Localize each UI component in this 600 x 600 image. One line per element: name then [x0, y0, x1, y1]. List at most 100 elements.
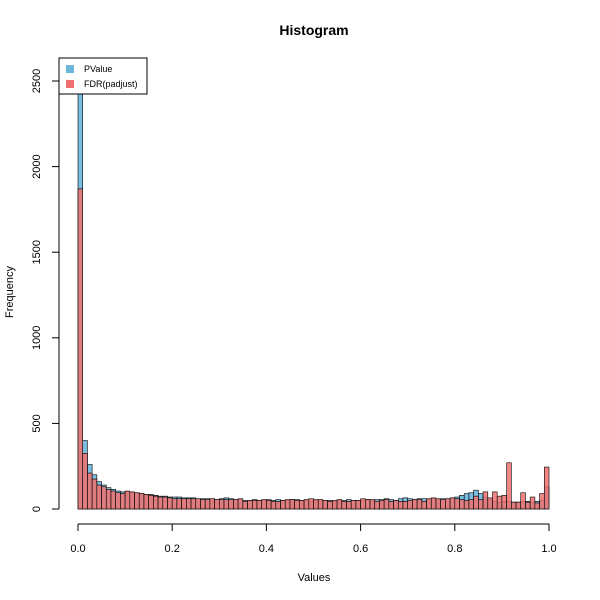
fdr-bar: [105, 489, 112, 510]
fdr-bar: [138, 493, 145, 510]
fdr-bar: [346, 500, 352, 510]
fdr-bar: [459, 499, 465, 510]
fdr-bar: [511, 501, 517, 510]
fdr-bar: [322, 500, 328, 510]
fdr-bar: [515, 501, 522, 510]
fdr-bar: [365, 499, 371, 510]
fdr-bar: [77, 188, 84, 510]
fdr-bar: [374, 500, 380, 510]
fdr-bar: [341, 500, 347, 510]
fdr-bar: [299, 500, 305, 510]
y-tick-label: 1000: [31, 326, 43, 350]
fdr-bar: [543, 466, 550, 510]
fdr-bar: [435, 498, 441, 510]
pvalue-bars: [77, 77, 550, 510]
fdr-bar: [506, 462, 512, 510]
fdr-bar: [284, 499, 291, 510]
fdr-bar: [525, 501, 531, 510]
fdr-bar: [496, 495, 503, 510]
fdr-bar: [529, 496, 536, 510]
fdr-bar: [303, 499, 310, 510]
fdr-bar: [445, 498, 451, 510]
fdr-bar: [449, 497, 456, 510]
y-tick-label: 2000: [31, 154, 43, 178]
fdr-bar: [350, 500, 357, 510]
fdr-bar: [478, 499, 484, 510]
fdr-bar: [162, 496, 168, 510]
fdr-bar: [190, 498, 197, 510]
fdr-bar: [275, 500, 281, 510]
fdr-bar: [379, 500, 385, 510]
fdr-bar: [463, 500, 470, 510]
fdr-bar: [407, 500, 413, 510]
fdr-bar: [412, 499, 418, 510]
fdr-bar: [313, 499, 319, 510]
x-tick-label: 0.2: [165, 543, 180, 555]
y-axis-label: Frequency: [4, 266, 16, 318]
x-tick-label: 0.8: [447, 543, 462, 555]
fdr-bar: [430, 497, 437, 510]
fdr-bar: [360, 498, 366, 510]
fdr-bar: [383, 499, 390, 510]
fdr-bar: [209, 498, 215, 510]
legend-label-pvalue: PValue: [84, 64, 112, 74]
fdr-bar: [289, 499, 295, 510]
x-tick-label: 0.4: [259, 543, 274, 555]
fdr-bar: [167, 497, 173, 510]
x-tick-label: 0.6: [353, 543, 368, 555]
fdr-bar: [148, 494, 154, 510]
fdr-bar: [393, 500, 399, 510]
fdr-bar: [426, 498, 432, 510]
legend-label-fdr: FDR(padjust): [84, 79, 138, 89]
y-tick-label: 500: [31, 414, 43, 432]
y-tick-label: 2500: [31, 69, 43, 93]
fdr-bar: [219, 499, 225, 510]
fdr-bar: [115, 492, 121, 510]
fdr-bar: [539, 493, 545, 510]
fdr-bar: [402, 500, 408, 510]
fdr-bar: [247, 500, 253, 510]
fdr-bar: [242, 500, 248, 510]
fdr-bar: [270, 500, 277, 510]
fdr-bar: [87, 472, 93, 510]
x-tick-label: 0.0: [70, 543, 85, 555]
fdr-bar: [440, 499, 446, 510]
fdr-bar: [110, 490, 116, 510]
fdr-bar: [101, 486, 107, 510]
fdr-bar: [266, 500, 272, 510]
fdr-bar: [237, 498, 244, 510]
fdr-bar: [421, 500, 427, 510]
legend: PValue FDR(padjust): [58, 57, 148, 95]
fdr-bar: [520, 492, 526, 510]
x-axis-label: Values: [298, 572, 331, 584]
fdr-bar: [204, 499, 211, 510]
fdr-bar: [369, 499, 376, 510]
fdr-bar: [143, 494, 149, 510]
fdr-bar: [171, 498, 178, 510]
fdr-bar: [134, 492, 140, 510]
fdr-bar: [181, 498, 187, 510]
fdr-bar: [492, 491, 498, 510]
fdr-bar: [317, 499, 324, 510]
fdr-bar: [96, 484, 102, 510]
chart-title: Histogram: [279, 22, 348, 38]
fdr-bar: [91, 478, 98, 510]
fdr-bar: [482, 491, 489, 510]
fdr-bars: [77, 188, 550, 510]
fdr-bar: [256, 500, 262, 510]
fdr-bar: [487, 497, 493, 510]
fdr-bar: [176, 498, 182, 510]
fdr-bar: [388, 500, 394, 510]
y-tick-label: 1500: [31, 240, 43, 264]
fdr-bar: [332, 500, 338, 510]
fdr-bar: [251, 500, 258, 510]
fdr-bar: [233, 499, 239, 510]
fdr-bar: [534, 502, 540, 510]
y-tick-label: 0: [31, 506, 43, 512]
fdr-bar: [308, 498, 314, 510]
fdr-bar: [294, 500, 300, 510]
fdr-bar: [473, 495, 479, 510]
fdr-bar: [355, 500, 361, 510]
fdr-bar: [214, 499, 220, 510]
